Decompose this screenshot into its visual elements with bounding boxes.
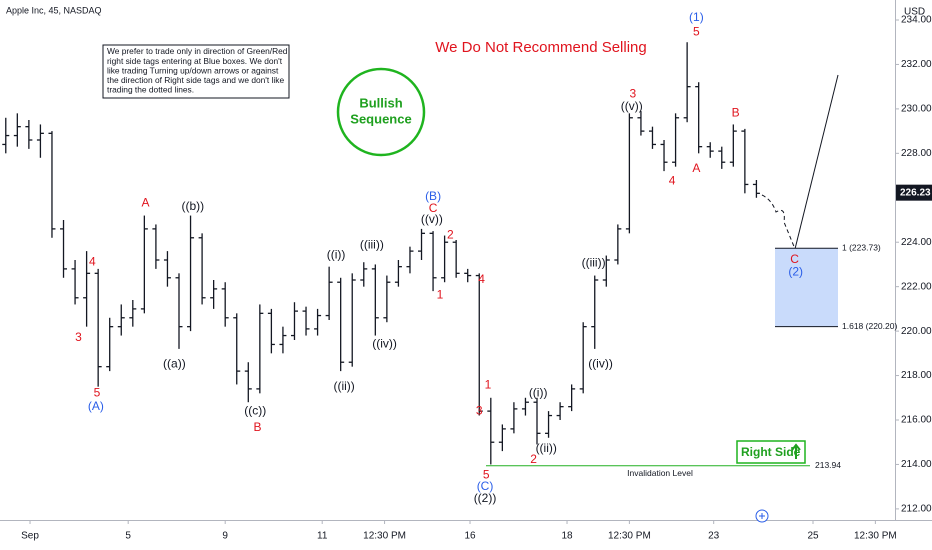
y-tick-label: 234.00 xyxy=(901,15,932,26)
y-tick-label: 222.00 xyxy=(901,281,932,292)
x-tick-label: 12:30 PM xyxy=(854,531,897,542)
y-tick-label: 214.00 xyxy=(901,459,932,470)
wave-label: 5 xyxy=(483,468,490,482)
y-tick-label: 224.00 xyxy=(901,237,932,248)
wave-label: ((i)) xyxy=(327,248,346,262)
note-line: the direction of Right side tags and we … xyxy=(107,75,284,85)
wave-label: (A) xyxy=(88,399,104,413)
wave-label: C xyxy=(790,252,799,266)
fib-label: 1 (223.73) xyxy=(842,242,881,252)
y-tick-label: 228.00 xyxy=(901,148,932,159)
x-tick-label: 25 xyxy=(807,531,819,542)
wave-label: 2 xyxy=(530,452,537,466)
note: We prefer to trade only in direction of … xyxy=(107,46,288,94)
wave-label: ((v)) xyxy=(421,212,443,226)
note-box xyxy=(102,44,290,99)
badge-circle xyxy=(336,67,426,157)
fib-label: 1.618 (220.20) xyxy=(842,321,897,331)
wave-label: ((ii)) xyxy=(333,379,354,393)
y-tick-label: 212.00 xyxy=(901,504,932,515)
badge-text: Bullish xyxy=(359,95,402,110)
wave-label: ((iv)) xyxy=(588,357,613,371)
invalidation-value: 213.94 xyxy=(815,460,841,470)
wave-label: ((iii)) xyxy=(360,238,384,252)
wave-label: ((iii)) xyxy=(582,256,606,270)
x-tick-label: 12:30 PM xyxy=(363,531,406,542)
wave-label: (1) xyxy=(689,10,704,24)
wave-label: B xyxy=(254,420,262,434)
note-line: We prefer to trade only in direction of … xyxy=(107,46,288,56)
target-box xyxy=(775,248,838,327)
wave-label: 1 xyxy=(437,288,444,302)
right-side-box xyxy=(736,440,806,464)
y-tick-label: 230.00 xyxy=(901,104,932,115)
wave-label: ((ii)) xyxy=(536,441,557,455)
wave-label: 3 xyxy=(75,330,82,344)
wave-label: ((i)) xyxy=(529,386,548,400)
x-tick-label: 5 xyxy=(125,531,131,542)
y-tick-label: 232.00 xyxy=(901,59,932,70)
wave-label: 4 xyxy=(89,254,96,268)
wave-label: 3 xyxy=(630,87,637,101)
x-tick-label: Sep xyxy=(21,531,39,542)
x-tick-label: 11 xyxy=(317,531,328,542)
y-tick-label: 220.00 xyxy=(901,326,932,337)
note-line: trading the dotted lines. xyxy=(107,85,194,95)
chart-title: We Do Not Recommend Selling xyxy=(435,39,646,56)
wave-label: (C) xyxy=(477,479,494,493)
note-line: like trading Turning up/down arrows or a… xyxy=(107,65,279,75)
wave-label: 3 xyxy=(476,403,483,417)
wave-label: 2 xyxy=(447,228,454,242)
wave-label: 4 xyxy=(478,272,485,286)
wave-label: 1 xyxy=(485,378,492,392)
projection-line xyxy=(794,74,839,250)
right-side-arrow xyxy=(791,443,801,459)
currency: USD xyxy=(904,7,925,18)
wave-label: (2) xyxy=(788,264,803,278)
wave-label: 4 xyxy=(669,173,676,187)
wave-label: A xyxy=(142,196,150,210)
wave-label: (B) xyxy=(425,189,441,203)
wave-label: ((2)) xyxy=(474,491,497,505)
projection-dashed xyxy=(761,194,796,250)
wave-label: ((iv)) xyxy=(372,337,397,351)
header: Apple Inc, 45, NASDAQ xyxy=(6,5,102,15)
note-line: right side tags entering at Blue boxes. … xyxy=(107,56,283,66)
last-price-tag xyxy=(896,184,932,201)
y-tick-label: 218.00 xyxy=(901,370,932,381)
wave-label: ((c)) xyxy=(244,403,266,417)
x-tick-label: 9 xyxy=(222,531,228,542)
y-tick-label: 216.00 xyxy=(901,415,932,426)
wave-label: ((v)) xyxy=(621,99,643,113)
add-icon xyxy=(759,513,765,519)
x-tick-label: 16 xyxy=(464,531,476,542)
wave-label: C xyxy=(429,201,438,215)
badge-text: Sequence xyxy=(350,111,411,126)
wave-label: ((b)) xyxy=(182,199,205,213)
wave-label: A xyxy=(692,161,700,175)
right-side-text: Right Side xyxy=(741,445,801,459)
x-tick-label: 12:30 PM xyxy=(608,531,651,542)
wave-label: 5 xyxy=(693,24,700,38)
last-price-label: 226.23 xyxy=(900,187,931,198)
x-tick-label: 23 xyxy=(708,531,720,542)
wave-label: 5 xyxy=(94,386,101,400)
wave-label: B xyxy=(732,106,740,120)
x-tick-label: 18 xyxy=(561,531,573,542)
invalidation-text: Invalidation Level xyxy=(627,468,693,478)
wave-label: ((a)) xyxy=(163,357,186,371)
